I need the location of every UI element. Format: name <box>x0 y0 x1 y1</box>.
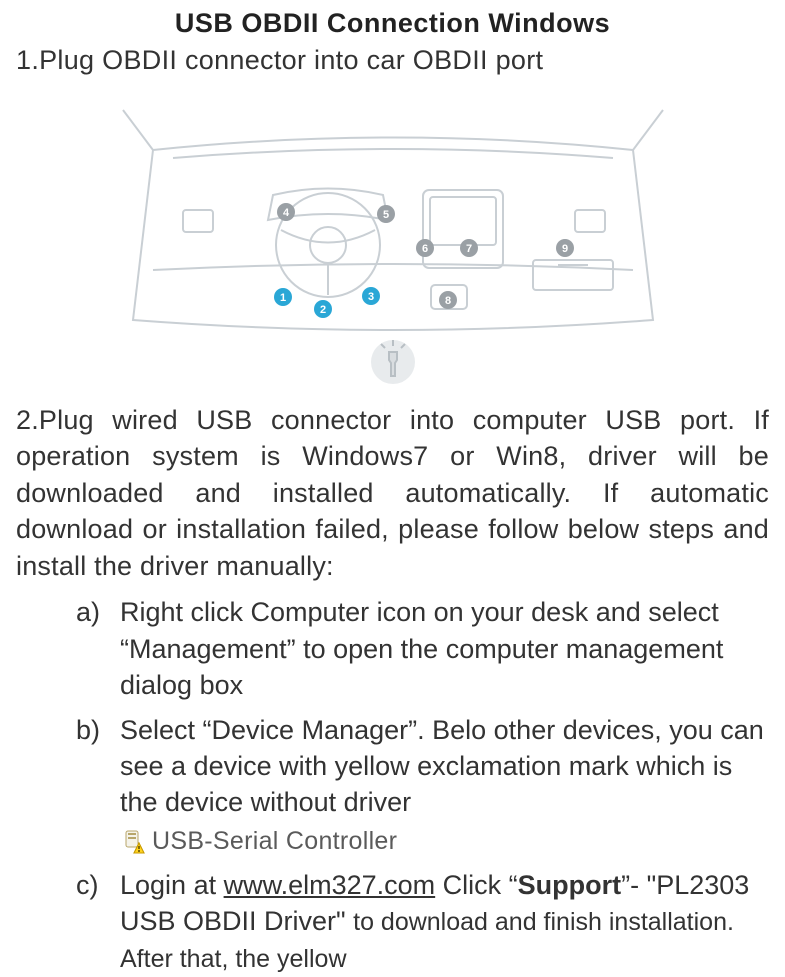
substep-b-text: Select “Device Manager”. Belo other devi… <box>120 715 764 818</box>
substep-c-label: c) <box>76 867 120 977</box>
dashboard-diagram: 4 5 6 7 8 9 1 2 3 <box>113 90 673 390</box>
dashboard-svg: 4 5 6 7 8 9 1 2 3 <box>113 90 673 390</box>
marker-label-8: 8 <box>444 295 450 307</box>
device-manager-item: USB-Serial Controller <box>120 825 769 859</box>
device-warning-icon <box>120 829 146 855</box>
usb-serial-label: USB-Serial Controller <box>152 825 397 859</box>
marker-label-9: 9 <box>561 243 567 255</box>
substep-a-body: Right click Computer icon on your desk a… <box>120 594 769 703</box>
substep-c-mid: Click “ <box>435 870 518 900</box>
substep-a: a) Right click Computer icon on your des… <box>76 594 769 703</box>
substep-c-body: Login at www.elm327.com Click “Support”-… <box>120 867 769 977</box>
substep-c: c) Login at www.elm327.com Click “Suppor… <box>76 867 769 977</box>
marker-label-6: 6 <box>421 243 427 255</box>
marker-label-2: 2 <box>319 304 325 316</box>
marker-label-5: 5 <box>382 209 388 221</box>
marker-label-3: 3 <box>367 291 373 303</box>
marker-label-4: 4 <box>282 207 289 219</box>
page-title: USB OBDII Connection Windows <box>16 8 769 39</box>
substep-c-pre: Login at <box>120 870 224 900</box>
marker-label-7: 7 <box>465 243 471 255</box>
substep-b-body: Select “Device Manager”. Belo other devi… <box>120 712 769 859</box>
marker-label-1: 1 <box>279 292 285 304</box>
substeps-list: a) Right click Computer icon on your des… <box>16 594 769 976</box>
step-1-text: 1.Plug OBDII connector into car OBDII po… <box>16 45 769 76</box>
substep-b-label: b) <box>76 712 120 859</box>
step-2-text: 2.Plug wired USB connector into computer… <box>16 402 769 584</box>
substep-a-label: a) <box>76 594 120 703</box>
elm327-link[interactable]: www.elm327.com <box>224 870 436 900</box>
support-bold: Support <box>518 870 621 900</box>
substep-b: b) Select “Device Manager”. Belo other d… <box>76 712 769 859</box>
